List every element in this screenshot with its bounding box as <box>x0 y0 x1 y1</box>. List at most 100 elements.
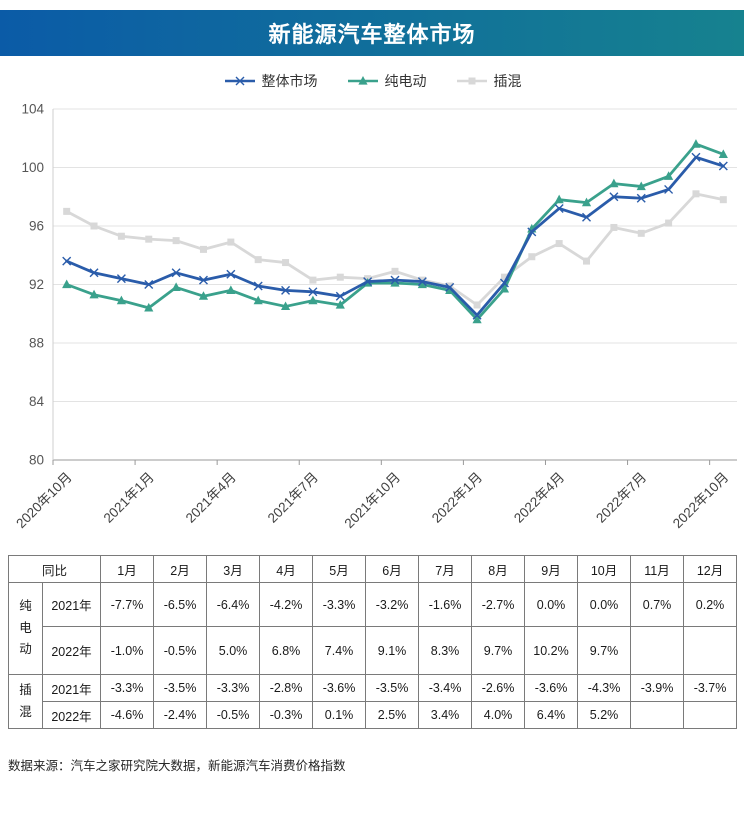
value-cell: 5.2% <box>577 701 632 729</box>
value-cell: 0.2% <box>683 582 738 627</box>
marker-x-icon <box>691 152 701 162</box>
table-month-header: 6月 <box>365 555 420 583</box>
value-cell: -4.6% <box>100 701 155 729</box>
marker-triangle-icon <box>62 279 72 289</box>
year-cell: 2022年 <box>41 626 102 675</box>
table-month-header: 3月 <box>206 555 261 583</box>
marker-square-icon <box>309 276 317 284</box>
value-cell <box>683 701 738 729</box>
marker-square-icon <box>665 219 673 227</box>
x-axis-tick-label: 2021年10月 <box>342 470 404 532</box>
marker-x-icon <box>226 269 236 279</box>
chart-grid: 80 84 88 92 96 100 104 2020年10月 2021年1月 2021年4月 20… <box>13 102 737 532</box>
value-cell: 6.8% <box>259 626 314 675</box>
marker-x-icon <box>390 275 400 285</box>
marker-triangle-icon <box>499 283 510 293</box>
year-cell: 2022年 <box>41 701 102 729</box>
chart-legend: 整体市场 纯电动 插混 <box>0 71 744 91</box>
y-axis-tick-label: 92 <box>29 277 44 292</box>
marker-triangle-icon <box>171 282 181 292</box>
value-cell: 0.1% <box>312 701 367 729</box>
marker-x-icon <box>472 310 482 320</box>
value-cell: -4.2% <box>259 582 314 627</box>
value-cell: -2.8% <box>259 674 314 702</box>
data-source-note: 数据来源：汽车之家研究院大数据，新能源汽车消费价格指数 <box>8 759 346 773</box>
legend-item-bev[interactable]: 纯电动 <box>346 71 427 91</box>
marker-square-icon <box>719 196 727 204</box>
marker-square-icon <box>583 257 591 265</box>
table-corner-header: 同比 <box>7 555 102 583</box>
x-axis-tick-label: 2020年10月 <box>13 470 75 532</box>
value-cell: 5.0% <box>206 626 261 675</box>
legend-item-phev[interactable]: 插混 <box>455 71 522 91</box>
value-cell: -7.7% <box>100 582 155 627</box>
marker-x-icon <box>417 277 427 287</box>
y-axis-tick-label: 80 <box>29 453 44 468</box>
value-cell: -3.3% <box>206 674 261 702</box>
marker-square-icon <box>555 240 563 248</box>
marker-x-icon <box>335 291 345 301</box>
value-cell: -1.0% <box>100 626 155 675</box>
marker-x-icon <box>445 282 455 292</box>
y-axis-tick-label: 84 <box>29 394 45 409</box>
marker-square-icon <box>473 301 481 309</box>
series-line-bev <box>65 142 725 322</box>
y-axis-tick-label: 96 <box>29 219 44 234</box>
value-cell: -3.3% <box>312 582 367 627</box>
legend-label: 整体市场 <box>261 73 318 89</box>
value-cell: 9.1% <box>365 626 420 675</box>
marker-triangle-icon <box>116 295 126 305</box>
marker-square-icon <box>528 253 536 261</box>
value-cell: 2.5% <box>365 701 420 729</box>
value-cell: -6.5% <box>153 582 208 627</box>
y-axis-tick-label: 104 <box>21 102 44 117</box>
marker-triangle-icon <box>89 289 99 299</box>
table-row: 2022年 -4.6% -2.4% -0.5% -0.3% 0.1% 2.5% 3.4% 4.0… <box>9 701 738 729</box>
value-cell: 10.2% <box>524 626 579 675</box>
marker-triangle-icon <box>718 149 728 158</box>
value-cell: -2.7% <box>471 582 526 627</box>
marker-x-icon <box>89 268 99 278</box>
marker-triangle-icon <box>144 302 154 312</box>
x-axis-tick-label: 2021年7月 <box>265 470 321 526</box>
marker-x-icon <box>144 280 154 289</box>
value-cell: -3.5% <box>365 674 420 702</box>
marker-square-icon <box>145 235 153 243</box>
value-cell: -6.4% <box>206 582 261 627</box>
marker-x-icon <box>636 193 646 203</box>
marker-square-icon <box>637 229 645 237</box>
value-cell: -2.4% <box>153 701 208 729</box>
marker-x-icon <box>499 278 509 288</box>
value-cell: -3.6% <box>312 674 367 702</box>
x-axis-tick-label: 2021年4月 <box>183 470 239 526</box>
marker-x-icon <box>664 184 674 194</box>
series-overall <box>62 152 728 320</box>
marker-x-icon <box>116 274 126 284</box>
marker-square-icon <box>117 232 125 240</box>
marker-square-icon <box>254 256 262 264</box>
value-cell: -0.5% <box>206 701 261 729</box>
y-axis-tick-label: 100 <box>21 160 44 175</box>
table-month-header: 9月 <box>524 555 579 583</box>
page-title: 新能源汽车整体市场 <box>268 22 476 47</box>
marker-square-icon <box>199 245 207 253</box>
legend-marker-x-icon <box>224 76 255 86</box>
line-chart: 80 84 88 92 96 100 104 2020年10月 2021年1月 2021年4月 20… <box>13 102 737 532</box>
marker-square-icon <box>391 267 399 275</box>
value-cell: 9.7% <box>471 626 526 675</box>
marker-triangle-icon <box>636 181 646 191</box>
legend-item-overall[interactable]: 整体市场 <box>223 71 318 91</box>
marker-triangle-icon <box>691 139 701 148</box>
series-bev <box>62 139 728 324</box>
value-cell: -1.6% <box>418 582 473 627</box>
table-month-header: 4月 <box>259 555 314 583</box>
value-cell <box>683 626 738 675</box>
table-month-header: 5月 <box>312 555 367 583</box>
table-row: 纯电动 2021年 -7.7% -6.5% -6.4% -4.2% -3.3% -3.2% -1… <box>8 582 738 675</box>
row-group-label-bev: 纯电动 <box>8 582 43 675</box>
marker-x-icon <box>718 161 728 171</box>
table-row: 2022年 -1.0% -0.5% 5.0% 6.8% 7.4% 9.1% 8.3% 9.7% 1… <box>9 626 738 675</box>
header-banner: 新能源汽车整体市场 <box>0 10 744 56</box>
table-month-header: 7月 <box>418 555 473 583</box>
marker-triangle-icon <box>390 278 400 287</box>
